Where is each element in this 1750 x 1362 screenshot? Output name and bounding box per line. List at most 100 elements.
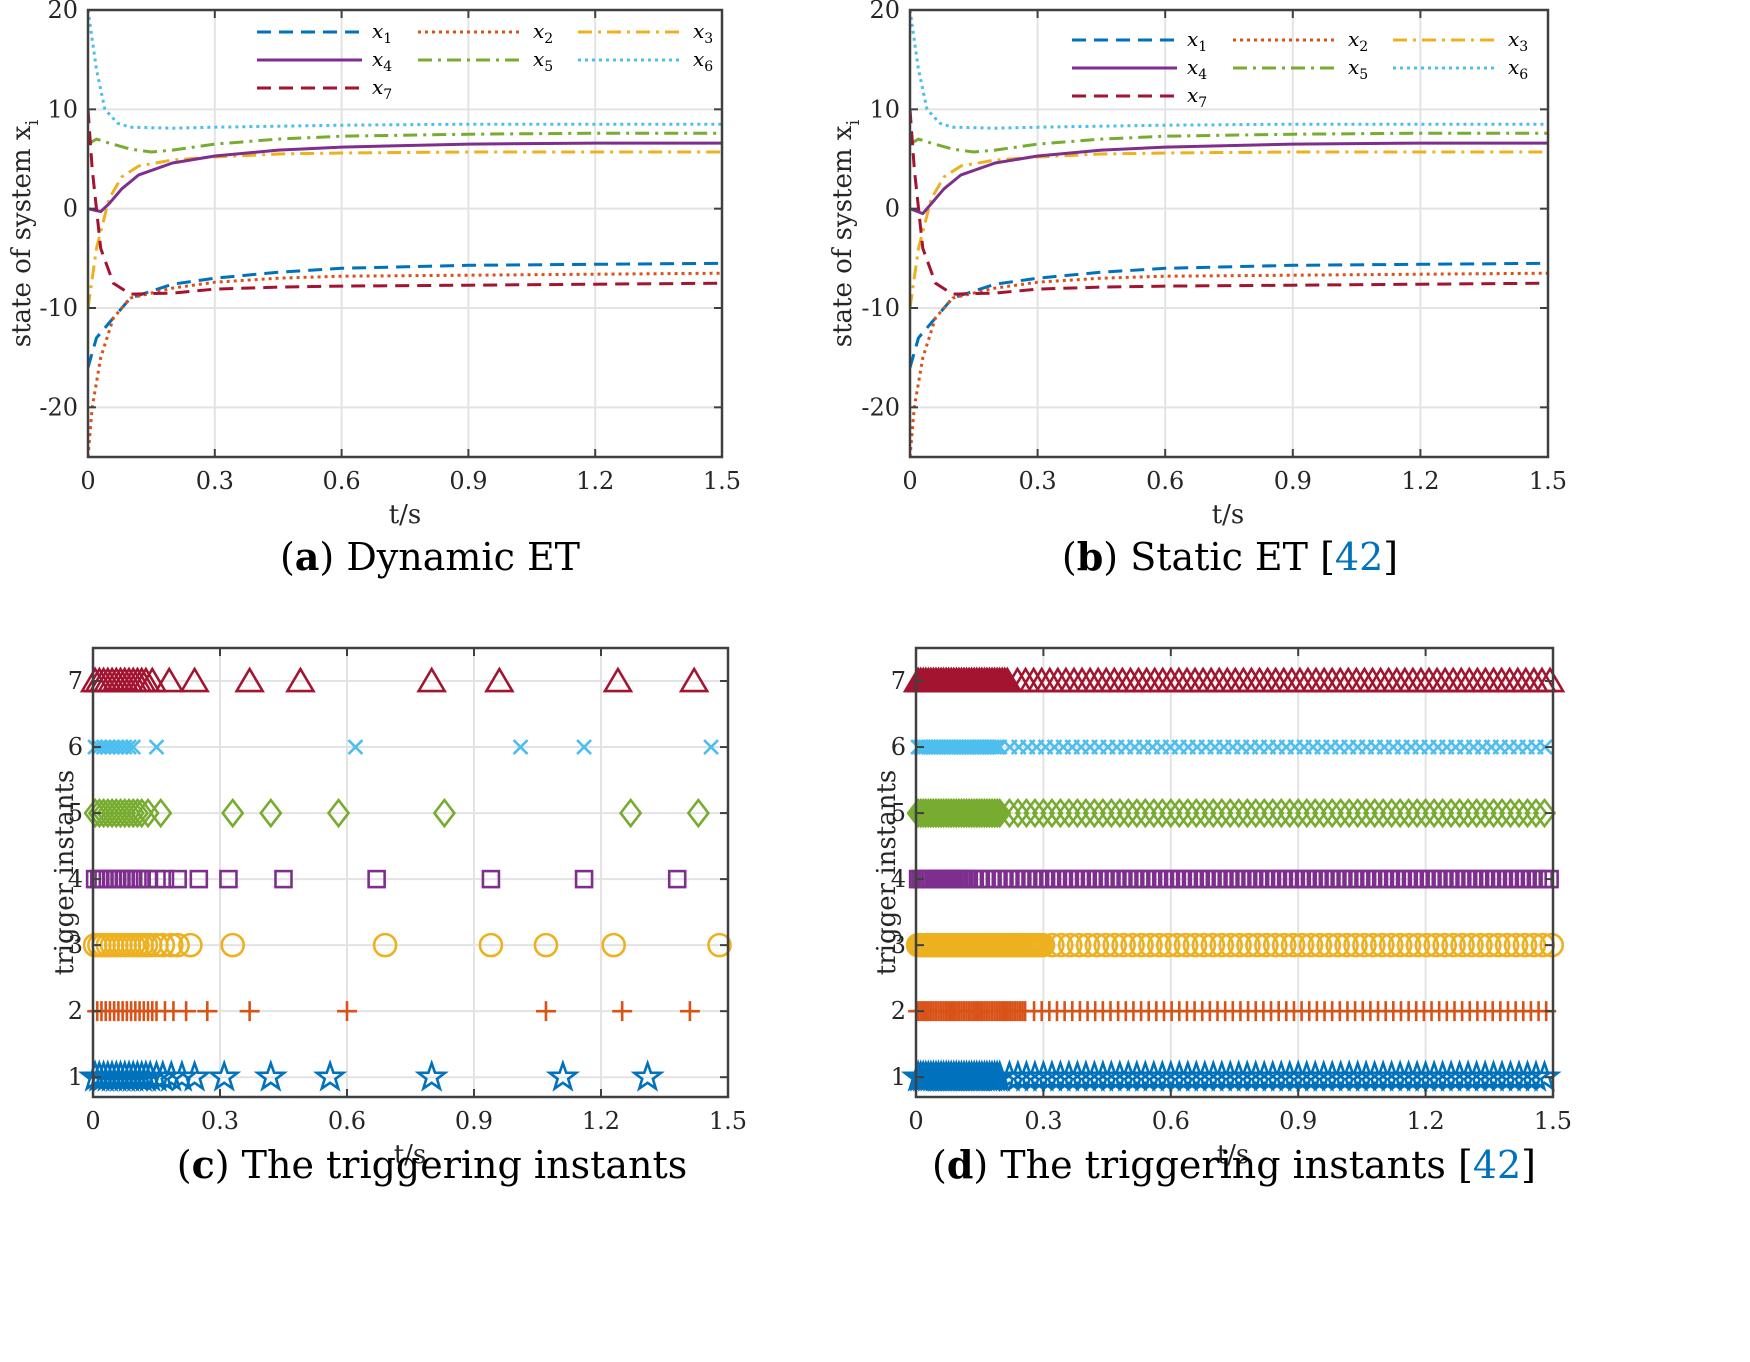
trigger-marker-x3 <box>1066 932 1092 958</box>
trigger-series-x6 <box>87 739 719 755</box>
trigger-marker-x5 <box>1065 797 1090 829</box>
trigger-marker-x3 <box>1432 932 1458 958</box>
trigger-marker-x5 <box>1515 797 1540 829</box>
series-line-x6 <box>910 10 1548 130</box>
trigger-marker-x5 <box>1150 797 1174 829</box>
x-tick-label: 0.3 <box>196 467 234 495</box>
x-tick-label: 0.3 <box>1024 1107 1062 1135</box>
trigger-marker-x4 <box>667 869 687 889</box>
trigger-marker-x3 <box>1093 932 1119 958</box>
trigger-marker-x2 <box>612 1001 633 1022</box>
trigger-marker-x3 <box>1468 932 1493 958</box>
x-tick-label: 0.6 <box>323 467 361 495</box>
x-tick-label: 0.9 <box>1274 467 1312 495</box>
trigger-marker-x5 <box>1405 797 1429 829</box>
trigger-marker-x4 <box>574 869 594 889</box>
trigger-marker-x3 <box>1361 932 1386 958</box>
trigger-marker-x5 <box>1023 797 1047 829</box>
caption-part: ) <box>973 1143 988 1187</box>
caption-reference-link[interactable]: 42 <box>1473 1143 1521 1187</box>
trigger-series-x3 <box>905 932 1565 958</box>
trigger-marker-x6 <box>125 739 142 755</box>
trigger-marker-x5 <box>1337 797 1361 829</box>
trigger-series-x1 <box>78 1059 665 1092</box>
trigger-marker-x3 <box>1539 932 1565 958</box>
trigger-marker-x4 <box>481 869 501 889</box>
legend-label-x1: x1 <box>372 19 392 47</box>
trigger-marker-x1 <box>207 1059 242 1092</box>
trigger-marker-x7 <box>484 666 515 693</box>
trigger-marker-x5 <box>1430 797 1455 829</box>
legend-label-x5: x5 <box>1348 55 1368 83</box>
series-line-x1 <box>910 261 1548 369</box>
y-tick-label: 20 <box>869 0 900 24</box>
trigger-marker-x3 <box>1521 932 1547 958</box>
trigger-marker-x3 <box>1307 932 1333 958</box>
x-tick-label: 0 <box>902 467 917 495</box>
legend-label-x7: x7 <box>372 75 392 103</box>
x-axis-label: t/s <box>389 500 422 530</box>
y-axis-label: state of system xi <box>828 120 864 348</box>
legend-label-subscript: 7 <box>383 87 392 103</box>
trigger-marker-x5 <box>1413 797 1438 829</box>
trigger-marker-x1 <box>253 1059 288 1092</box>
trigger-marker-x7 <box>416 666 447 693</box>
trigger-marker-x5 <box>1167 797 1191 829</box>
series-line-x1 <box>88 261 722 369</box>
trigger-marker-x3 <box>1254 932 1279 958</box>
trigger-marker-x6 <box>121 739 137 755</box>
trigger-marker-x5 <box>1040 797 1064 829</box>
legend-label-x4: x4 <box>372 47 392 75</box>
trigger-marker-x7 <box>234 666 265 693</box>
trigger-marker-x3 <box>1271 932 1297 958</box>
trigger-marker-x5 <box>1532 797 1557 829</box>
y-tick-label: 6 <box>68 733 83 761</box>
caption-part: ] <box>1383 535 1398 579</box>
legend-label-x4: x4 <box>1187 55 1207 83</box>
caption-part: ( <box>177 1143 192 1187</box>
trigger-marker-x3 <box>1387 932 1413 958</box>
x-tick-label: 0.3 <box>1019 467 1057 495</box>
trigger-marker-x3 <box>1164 932 1190 958</box>
series-line-x6 <box>88 10 722 130</box>
trigger-marker-x5 <box>1473 797 1497 829</box>
trigger-marker-x5 <box>125 797 150 829</box>
y-tick-label: -20 <box>39 393 78 421</box>
caption-reference-link[interactable]: 42 <box>1335 535 1383 579</box>
trigger-marker-x1 <box>313 1059 348 1092</box>
legend-label-x2: x2 <box>533 19 553 47</box>
trigger-marker-x2 <box>337 1001 357 1022</box>
trigger-marker-x5 <box>1227 797 1251 829</box>
trigger-marker-x7 <box>602 666 634 693</box>
legend-label-x1: x1 <box>1187 27 1207 55</box>
legend: x1 x2 x3 x4 x5 x6 x7 <box>257 19 713 103</box>
series-line-x4 <box>88 141 722 214</box>
trigger-marker-x4 <box>367 869 386 889</box>
trigger-marker-x5 <box>1447 797 1472 829</box>
trigger-marker-x3 <box>1316 932 1342 958</box>
trigger-marker-x5 <box>1498 797 1523 829</box>
caption-part: ) <box>319 535 334 579</box>
trigger-marker-x3 <box>1120 932 1145 958</box>
y-tick-label: 6 <box>891 733 906 761</box>
x-tick-label: 1.5 <box>709 1107 747 1135</box>
trigger-marker-x5 <box>1396 797 1421 829</box>
legend-label-subscript: 2 <box>544 31 553 47</box>
trigger-marker-x7 <box>153 666 185 693</box>
legend-label-x2: x2 <box>1348 27 1368 55</box>
trigger-marker-x5 <box>1422 797 1446 829</box>
y-axis-label-subscript: i <box>843 120 864 126</box>
x-tick-label: 1.5 <box>1529 467 1567 495</box>
x-axis-label: t/s <box>394 1140 427 1170</box>
legend-label-subscript: 4 <box>383 59 392 75</box>
trigger-marker-x5 <box>1048 797 1073 829</box>
trigger-marker-x5 <box>1346 797 1370 829</box>
trigger-marker-x4 <box>168 869 187 889</box>
x-axis-label: t/s <box>1217 1140 1250 1170</box>
trigger-marker-x3 <box>1075 932 1101 958</box>
y-tick-label: 5 <box>891 799 906 827</box>
legend-label-subscript: 6 <box>704 59 713 75</box>
series-line-x2 <box>910 271 1548 457</box>
trigger-marker-x5 <box>997 797 1022 829</box>
